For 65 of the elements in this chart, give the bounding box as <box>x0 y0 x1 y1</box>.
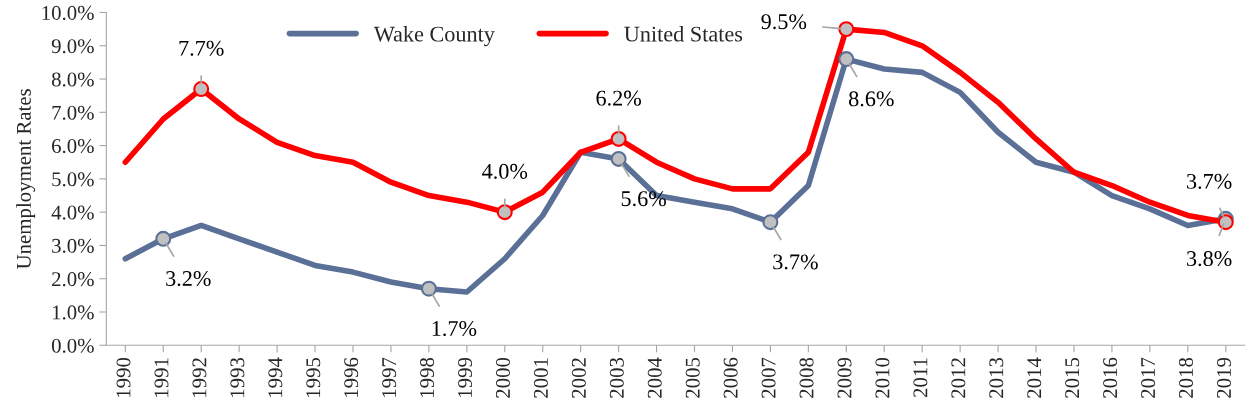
point <box>762 214 779 231</box>
y-tick-label: 2.0% <box>52 272 94 287</box>
x-tick-label: 1992 <box>192 358 207 397</box>
y-tick-label: 7.0% <box>52 105 94 120</box>
x-tick-label: 1996 <box>344 357 359 397</box>
x-tick-label: 1993 <box>230 357 245 397</box>
point <box>420 280 437 297</box>
x-tick-label: 2003 <box>609 357 624 398</box>
x-tick-label: 2015 <box>1065 357 1080 398</box>
x-tick-label: 2014 <box>1027 357 1042 398</box>
x-tick-label: 1991 <box>154 358 169 397</box>
y-tick-label: 4.0% <box>51 205 94 220</box>
data-label: 5.6% <box>621 191 667 207</box>
y-tick-label: 10.0% <box>42 5 94 20</box>
y-tick-label: 3.0% <box>52 238 94 253</box>
y-tick-label: 9.0% <box>51 39 94 54</box>
x-tick-label: 2001 <box>533 358 548 398</box>
x-tick-label: 2008 <box>799 357 814 398</box>
x-tick-label: 2011 <box>913 358 928 398</box>
x-tick-label: 2005 <box>685 357 700 398</box>
x-tick-label: 2002 <box>571 358 586 398</box>
point <box>155 230 172 247</box>
y-axis-title: Unemployment Rates <box>16 89 36 269</box>
x-tick-label: 2012 <box>951 358 966 398</box>
data-label: 3.7% <box>773 254 818 270</box>
point <box>838 51 855 68</box>
y-tick-label: 6.0% <box>52 138 94 154</box>
point <box>838 21 855 38</box>
point <box>193 81 210 98</box>
x-tick-label: 1998 <box>420 357 435 397</box>
x-tick-label: 2004 <box>647 357 662 398</box>
x-tick-label: 2016 <box>1103 357 1118 398</box>
point <box>610 150 627 167</box>
y-tick-label: 5.0% <box>52 172 94 187</box>
y-tick-label: 8.0% <box>51 72 94 87</box>
data-label: 6.2% <box>596 90 642 106</box>
point <box>496 204 513 221</box>
x-tick-label: 1999 <box>458 357 473 397</box>
x-tick-label: 2009 <box>837 357 852 398</box>
data-label: 3.8% <box>1187 251 1232 267</box>
x-tick-label: 2010 <box>875 357 890 398</box>
data-label: 7.7% <box>179 40 224 56</box>
x-tick-label: 2018 <box>1178 357 1194 398</box>
point <box>1217 214 1234 231</box>
x-tick-label: 2007 <box>761 357 776 398</box>
x-tick-label: 1994 <box>268 357 283 397</box>
x-tick-label: 2000 <box>495 357 510 398</box>
data-label: 9.5% <box>761 14 807 30</box>
x-tick-label: 1995 <box>306 357 321 397</box>
x-tick-label: 2006 <box>723 357 738 398</box>
x-tick-label: 2013 <box>989 357 1004 398</box>
y-tick-label: 0.0% <box>51 338 94 353</box>
legend-label: Wake County <box>373 25 495 47</box>
data-label: 8.6% <box>849 91 894 107</box>
point <box>610 130 627 147</box>
data-label: 3.2% <box>166 271 211 287</box>
data-label: 1.7% <box>432 320 477 337</box>
legend-label: United States <box>624 25 743 42</box>
x-tick-label: 2017 <box>1141 357 1156 398</box>
x-tick-label: 1997 <box>382 357 397 397</box>
y-tick-label: 1.0% <box>52 305 94 320</box>
data-label: 3.7% <box>1187 173 1232 189</box>
data-label: 4.0% <box>482 163 528 179</box>
x-tick-label: 2019 <box>1216 357 1231 398</box>
x-tick-label: 1990 <box>116 357 131 397</box>
